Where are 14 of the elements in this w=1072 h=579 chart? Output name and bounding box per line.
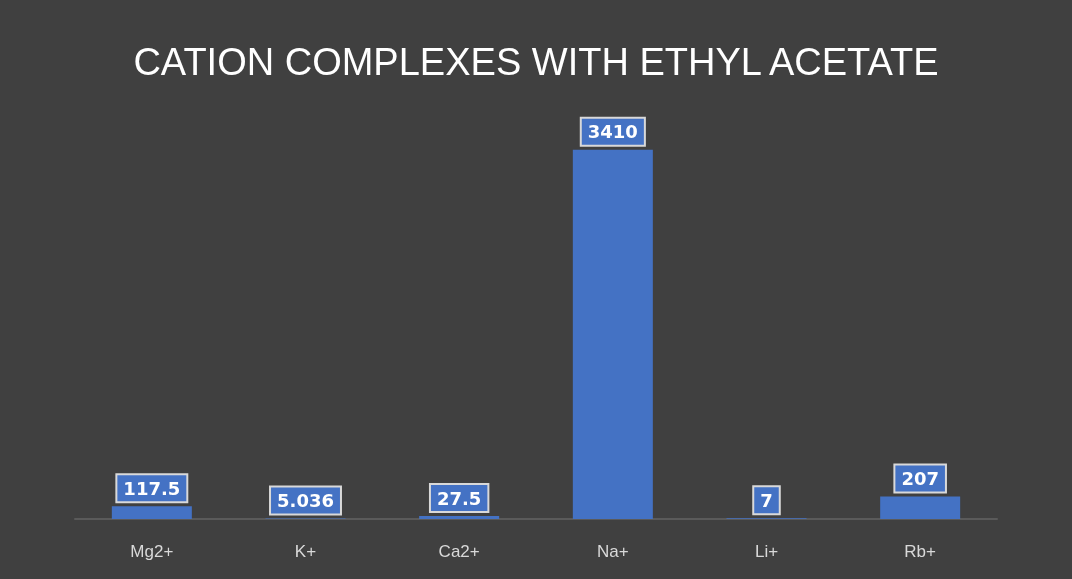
data-label: 3410 — [587, 121, 638, 143]
x-tick-label: Ca2+ — [438, 542, 480, 561]
x-tick-label: K+ — [294, 542, 317, 561]
x-tick-label: Li+ — [754, 542, 779, 561]
x-tick-label: Na+ — [597, 542, 629, 561]
bar — [419, 516, 500, 519]
data-label: 5.036 — [277, 489, 334, 511]
x-tick-label: Rb+ — [904, 542, 937, 561]
chart-title: CATION COMPLEXES WITH ETHYL ACETATE — [133, 41, 939, 83]
data-label: 207 — [901, 468, 939, 490]
data-label: 7 — [760, 489, 773, 511]
data-label: 117.5 — [123, 477, 181, 499]
data-label: 27.5 — [436, 487, 482, 509]
x-tick-label: Mg2+ — [130, 542, 174, 561]
